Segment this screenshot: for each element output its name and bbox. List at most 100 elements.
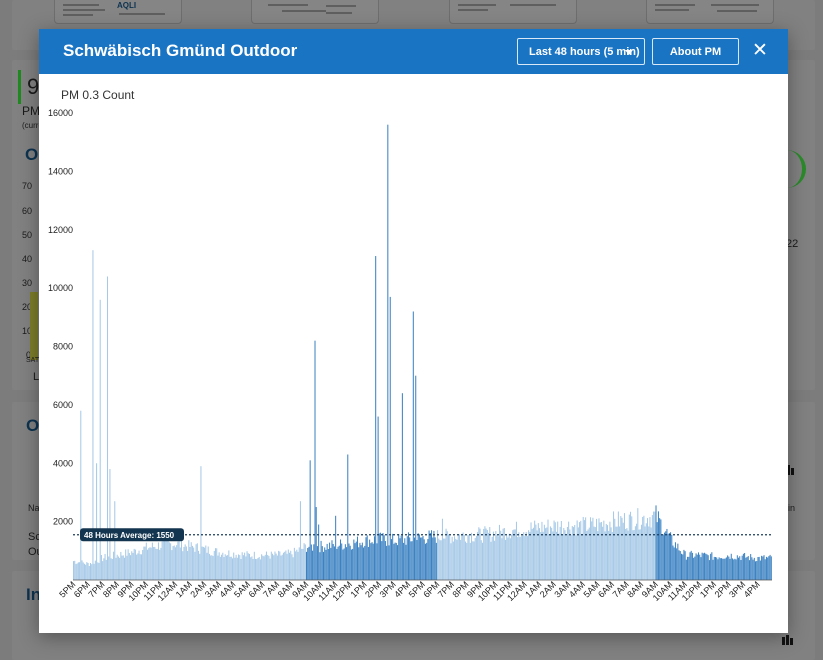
chart-bar — [586, 530, 588, 580]
chart-bar — [348, 543, 350, 580]
chart-bar — [258, 556, 260, 580]
chart-bar — [338, 545, 340, 580]
chart-bar — [591, 521, 593, 580]
chart-bar — [104, 553, 106, 580]
chart-bar — [176, 545, 178, 580]
chart-bar — [227, 555, 229, 580]
chart-bar — [380, 532, 382, 580]
y-tick-label: 8000 — [53, 342, 73, 352]
chart-bar — [569, 529, 571, 580]
chart-bar — [270, 551, 272, 580]
thumbnail-card-1[interactable]: AQLI — [54, 0, 182, 24]
chart-bar — [767, 557, 769, 580]
chart-bar — [563, 527, 565, 580]
chart-bar — [110, 558, 112, 580]
chart-bar — [276, 555, 278, 580]
chart-bar — [105, 559, 107, 580]
chart-bar — [627, 530, 629, 580]
chart-bar — [740, 559, 742, 580]
bg-axis-tick-60: 60 — [22, 206, 33, 216]
chart-bar — [251, 556, 253, 580]
chart-bar — [234, 557, 236, 580]
chart-bar — [197, 550, 200, 580]
chart-bar — [177, 541, 179, 580]
chart-bar — [555, 531, 558, 580]
chart-bar — [443, 538, 445, 580]
chart-bar — [75, 564, 77, 580]
close-icon[interactable]: ✕ — [752, 40, 768, 61]
y-tick-label: 2000 — [53, 517, 73, 527]
chart-bar — [88, 565, 90, 580]
chart-bar — [168, 542, 170, 580]
chart-bar — [293, 547, 295, 580]
chart-bar — [281, 554, 283, 580]
chart-bar — [486, 530, 488, 580]
chart-bar — [183, 546, 185, 580]
chart-bar — [231, 558, 233, 580]
bg-axis-tick-40: 40 — [22, 254, 33, 264]
chart-bar — [639, 529, 641, 580]
chart-bar — [467, 534, 469, 580]
chart-bar — [609, 521, 611, 580]
chart-bar — [445, 528, 447, 580]
thumbnail-card-4[interactable] — [646, 0, 774, 24]
chart-bar — [363, 547, 365, 580]
chart-bar — [213, 550, 215, 580]
thumbnail-card-3[interactable] — [449, 0, 577, 24]
chart-bar — [736, 555, 738, 580]
chart-bar — [200, 466, 202, 580]
about-pm-button[interactable]: About PM — [652, 38, 739, 65]
chart-bar — [750, 554, 752, 580]
chart-bar — [430, 530, 433, 580]
chart-bar — [199, 553, 201, 580]
time-range-dropdown[interactable]: Last 48 hours (5 min) — [517, 38, 645, 65]
chart-bar — [130, 555, 132, 580]
chart-bar — [252, 558, 254, 580]
chart-bar — [468, 535, 470, 580]
chart-bar — [531, 528, 533, 580]
chart-bar — [542, 531, 544, 580]
chart-bar — [733, 559, 735, 580]
column-chart-icon-2[interactable] — [782, 635, 794, 645]
chart-bar — [290, 550, 292, 580]
chart-bar — [184, 544, 186, 580]
chart-bar — [296, 549, 298, 580]
chart-bar — [109, 469, 111, 580]
chart-bar — [457, 535, 459, 580]
chart-bar — [140, 554, 142, 580]
chart-bar — [679, 551, 681, 580]
chart-bar — [405, 544, 407, 580]
chart-bar — [474, 537, 476, 580]
chart-bar — [364, 545, 366, 580]
chart-bar — [238, 554, 240, 580]
chart-bar — [83, 563, 85, 580]
chart-bar — [585, 517, 587, 580]
thumbnail-card-2[interactable] — [251, 0, 379, 24]
chart-bar — [677, 543, 679, 580]
chart-bar — [214, 548, 217, 580]
chart-bar — [387, 124, 389, 581]
table-row-1[interactable]: Sc — [28, 531, 41, 543]
chart-bar — [543, 524, 545, 580]
chart-bar — [407, 532, 409, 580]
chart-bar — [426, 542, 428, 580]
chart-bar — [310, 544, 312, 580]
chart-bar — [202, 546, 204, 580]
chart-bar — [409, 537, 411, 580]
chart-bar — [287, 549, 289, 580]
chart-bar — [400, 535, 402, 580]
chart-bar — [475, 535, 477, 580]
chart-bar — [593, 526, 595, 580]
chart-bar — [153, 547, 155, 580]
chart-bar — [399, 538, 401, 580]
chart-bar — [599, 522, 601, 580]
chart-bar — [127, 549, 129, 580]
chart-bar — [571, 526, 573, 580]
chart-bar — [654, 511, 656, 580]
chart-bar — [707, 555, 709, 580]
chart-bar — [188, 540, 190, 580]
chart-bar — [560, 521, 562, 580]
chart-bar — [708, 560, 710, 580]
chart-bar — [190, 542, 192, 580]
chart-bar — [86, 562, 88, 580]
